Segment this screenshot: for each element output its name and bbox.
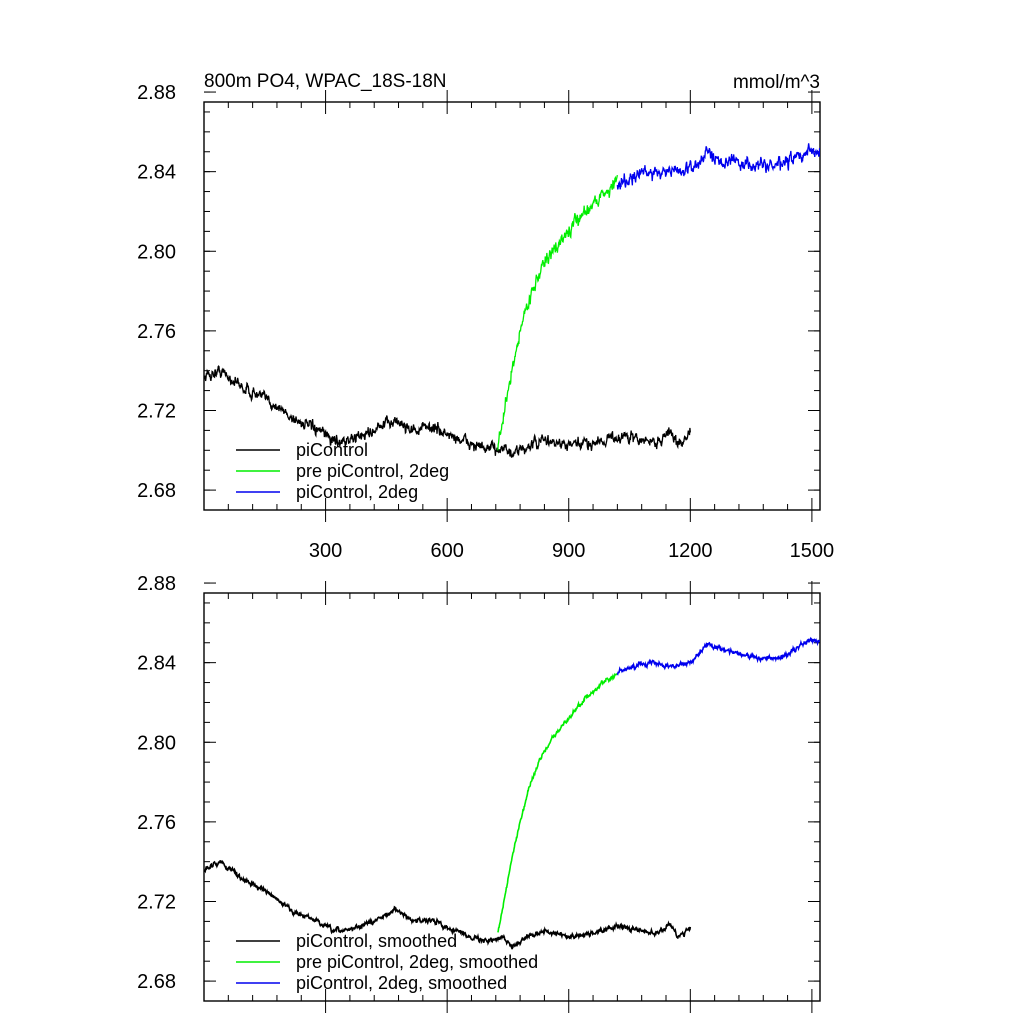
units-label: mmol/m^3 [733, 72, 820, 93]
series-line-0 [204, 859, 692, 950]
y-tick-label: 2.76 [137, 812, 176, 834]
series-line-1 [497, 672, 619, 933]
x-tick-label: 600 [430, 540, 463, 562]
legend-label: piControl, smoothed [296, 931, 457, 951]
y-tick-label: 2.68 [137, 971, 176, 993]
y-tick-label: 2.80 [137, 732, 176, 754]
y-tick-label: 2.68 [137, 480, 176, 502]
legend-label: pre piControl, 2deg, smoothed [296, 952, 538, 972]
y-tick-label: 2.84 [137, 653, 176, 675]
plot-frame-bottom [203, 592, 821, 1002]
y-tick-label: 2.72 [137, 891, 176, 913]
bottom-panel: 2.68 2.72 2.76 2.80 2.84 2.88 piControl, smoot… [137, 573, 821, 1013]
x-tick-label: 900 [552, 540, 585, 562]
top-panel: 800m PO4, WPAC_18S-18N mmol/m^3 2.68 2.72… [137, 71, 834, 562]
x-tick-label: 1500 [790, 540, 835, 562]
y-tick-label: 2.88 [137, 573, 176, 595]
plot-frame-top [203, 101, 821, 511]
y-tick-label: 2.88 [137, 82, 176, 104]
legend-label: piControl [296, 440, 368, 460]
y-tick-label: 2.72 [137, 400, 176, 422]
series-line-0 [204, 365, 691, 458]
series-line-1 [497, 174, 619, 451]
series-line-2 [616, 636, 820, 676]
x-tick-label: 1200 [668, 540, 713, 562]
chart-title: 800m PO4, WPAC_18S-18N [204, 71, 447, 92]
y-tick-label: 2.80 [137, 241, 176, 263]
y-tick-label: 2.84 [137, 162, 176, 184]
y-tick-label: 2.76 [137, 321, 176, 343]
legend-label: piControl, 2deg [296, 482, 418, 502]
legend-label: pre piControl, 2deg [296, 461, 449, 481]
x-tick-label: 300 [309, 540, 342, 562]
legend-label: piControl, 2deg, smoothed [296, 973, 507, 993]
series-line-2 [616, 143, 820, 190]
